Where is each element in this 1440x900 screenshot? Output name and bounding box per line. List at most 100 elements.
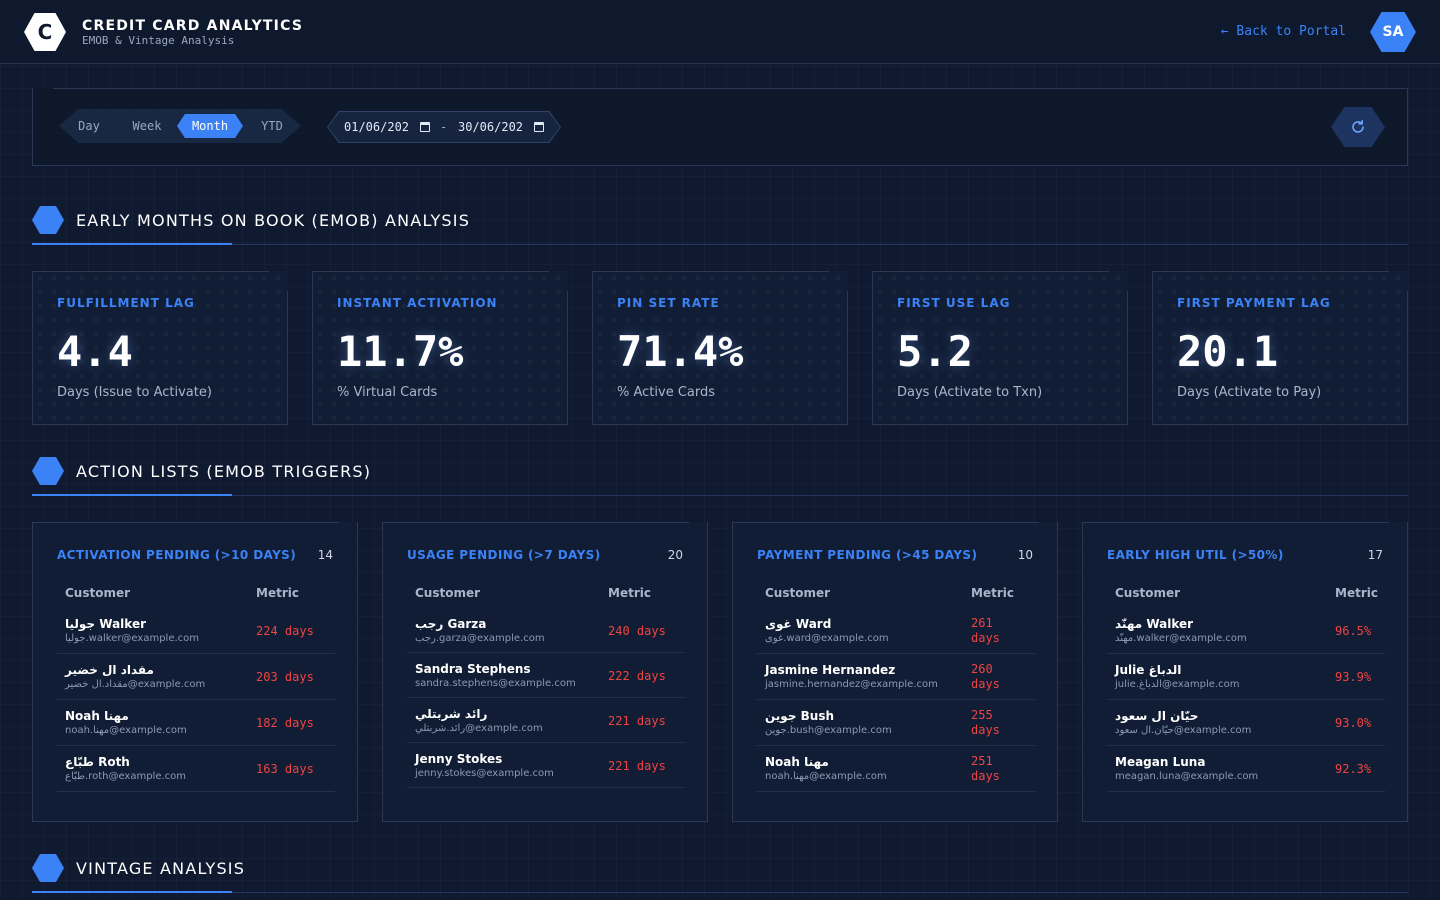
customer-name: Jasmine Hernandez — [765, 663, 896, 677]
kpi-value: 5.2 — [897, 327, 973, 376]
user-avatar[interactable]: SA — [1370, 12, 1416, 52]
table-row[interactable]: طبّاع Roth طبّاع.roth@example.com 163 da… — [57, 746, 335, 792]
range-tabs: Day Week Month YTD — [59, 109, 301, 143]
app-subtitle: EMOB & Vintage Analysis — [82, 34, 235, 47]
table-row[interactable]: Noah مهنا noah.مهنا@example.com 182 days — [57, 700, 335, 746]
vintage-section-header: VINTAGE ANALYSIS — [32, 854, 1408, 894]
kpi-card-first-use-lag: FIRST USE LAG 5.2 Days (Activate to Txn) — [872, 271, 1128, 425]
column-header-customer: Customer — [65, 586, 131, 600]
section-divider-accent — [32, 494, 232, 496]
table-row[interactable]: Noah مهنا noah.مهنا@example.com 251 days — [757, 746, 1035, 792]
kpi-value: 11.7% — [337, 327, 464, 376]
metric-value: 221 days — [608, 714, 666, 728]
metric-value: 92.3% — [1335, 762, 1372, 776]
kpi-value: 20.1 — [1177, 327, 1279, 376]
customer-email: غوى.ward@example.com — [765, 633, 889, 644]
kpi-subtitle: % Active Cards — [617, 385, 716, 400]
tab-ytd[interactable]: YTD — [261, 119, 283, 133]
metric-number: 261 — [971, 616, 993, 630]
table-row[interactable]: Meagan Luna meagan.luna@example.com 92.3… — [1107, 746, 1385, 792]
metric-number: 260 — [971, 662, 993, 676]
customer-email: مهنّد.walker@example.com — [1115, 633, 1247, 644]
customer-name: رائد شربتلي — [415, 707, 488, 721]
table-row[interactable]: غوى Ward غوى.ward@example.com 261 days — [757, 608, 1035, 654]
metric-number: 255 — [971, 708, 993, 722]
table-row[interactable]: Jenny Stokes jenny.stokes@example.com 22… — [407, 743, 685, 788]
list-title: ACTIVATION PENDING (>10 DAYS) — [57, 548, 297, 562]
refresh-button[interactable] — [1331, 107, 1385, 147]
table-row[interactable]: Sandra Stephens sandra.stephens@example.… — [407, 653, 685, 698]
list-title: PAYMENT PENDING (>45 DAYS) — [757, 548, 978, 562]
table-row[interactable]: Jasmine Hernandez jasmine.hernandez@exam… — [757, 654, 1035, 700]
metric-value: 251 days — [971, 754, 1000, 784]
customer-email: جوين.bush@example.com — [765, 725, 892, 736]
column-header-customer: Customer — [415, 586, 481, 600]
metric-value: 224 days — [256, 624, 314, 638]
table-row[interactable]: مهنّد Walker مهنّد.walker@example.com 96… — [1107, 608, 1385, 654]
list-count: 10 — [1017, 548, 1033, 562]
column-header-customer: Customer — [1115, 586, 1181, 600]
metric-value: 93.0% — [1335, 716, 1372, 730]
customer-name: Sandra Stephens — [415, 662, 531, 676]
kpi-value: 71.4% — [617, 327, 744, 376]
section-title: EARLY MONTHS ON BOOK (EMOB) ANALYSIS — [76, 211, 471, 230]
table-row[interactable]: حيّان ال سعود حيّان.ال سعود@example.com … — [1107, 700, 1385, 746]
date-separator: - — [440, 120, 448, 134]
kpi-card-fulfillment-lag: FULFILLMENT LAG 4.4 Days (Issue to Activ… — [32, 271, 288, 425]
metric-value: 222 days — [608, 669, 666, 683]
section-divider-accent — [32, 891, 232, 893]
tab-month[interactable]: Month — [177, 114, 243, 138]
kpi-subtitle: Days (Issue to Activate) — [57, 385, 212, 400]
metric-number: 251 — [971, 754, 993, 768]
metric-unit: days — [971, 631, 1000, 645]
calendar-icon[interactable] — [420, 122, 430, 132]
customer-email: طبّاع.roth@example.com — [65, 771, 187, 782]
metric-value: 221 days — [608, 759, 666, 773]
kpi-subtitle: Days (Activate to Pay) — [1177, 385, 1322, 400]
calendar-icon[interactable] — [534, 122, 544, 132]
table-row[interactable]: رائد شربتلي رائد.شربتلي@example.com 221 … — [407, 698, 685, 743]
metric-unit: days — [971, 723, 1000, 737]
emob-section-header: EARLY MONTHS ON BOOK (EMOB) ANALYSIS — [32, 206, 1408, 246]
section-divider — [32, 892, 1408, 893]
kpi-card-first-payment-lag: FIRST PAYMENT LAG 20.1 Days (Activate to… — [1152, 271, 1408, 425]
customer-name: رجب Garza — [415, 617, 487, 631]
column-header-customer: Customer — [765, 586, 831, 600]
kpi-card-pin-set-rate: PIN SET RATE 71.4% % Active Cards — [592, 271, 848, 425]
date-from-input[interactable]: 01/06/202 — [344, 120, 410, 134]
back-to-portal-link[interactable]: ← Back to Portal — [1220, 24, 1346, 39]
action-lists-section-header: ACTION LISTS (EMOB TRIGGERS) — [32, 457, 1408, 497]
column-header-metric: Metric — [971, 586, 1014, 600]
date-to-input[interactable]: 30/06/202 — [458, 120, 524, 134]
table-row[interactable]: جوين Bush جوين.bush@example.com 255 days — [757, 700, 1035, 746]
customer-email: noah.مهنا@example.com — [765, 771, 887, 782]
customer-name: حيّان ال سعود — [1115, 709, 1199, 723]
filter-bar: Day Week Month YTD 01/06/202 - 30/06/202 — [32, 88, 1408, 166]
table-row[interactable]: رجب Garza رجب.garza@example.com 240 days — [407, 608, 685, 653]
metric-value: 261 days — [971, 616, 1000, 646]
metric-value: 96.5% — [1335, 624, 1372, 638]
section-divider-accent — [32, 243, 232, 245]
metric-unit: days — [971, 769, 1000, 783]
refresh-icon — [1352, 120, 1364, 133]
tab-week[interactable]: Week — [132, 119, 162, 133]
tab-day[interactable]: Day — [78, 119, 100, 133]
hexagon-icon — [32, 206, 64, 234]
section-title: ACTION LISTS (EMOB TRIGGERS) — [76, 462, 372, 481]
metric-unit: days — [971, 677, 1000, 691]
kpi-subtitle: % Virtual Cards — [337, 385, 438, 400]
section-divider — [32, 495, 1408, 496]
list-count: 14 — [317, 548, 333, 562]
customer-name: جوين Bush — [765, 709, 835, 723]
date-range-picker: 01/06/202 - 30/06/202 — [328, 112, 560, 142]
metric-value: 260 days — [971, 662, 1000, 692]
customer-email: jenny.stokes@example.com — [415, 768, 554, 779]
table-row[interactable]: جوليا Walker جوليا.walker@example.com 22… — [57, 608, 335, 654]
kpi-label: FULFILLMENT LAG — [57, 296, 195, 310]
kpi-label: FIRST USE LAG — [897, 296, 1011, 310]
list-card-early-high-util: EARLY HIGH UTIL (>50%) 17 Customer Metri… — [1082, 522, 1408, 822]
kpi-subtitle: Days (Activate to Txn) — [897, 385, 1043, 400]
table-row[interactable]: Julie الدباغ julie.الدباغ@example.com 93… — [1107, 654, 1385, 700]
section-divider — [32, 244, 1408, 245]
table-row[interactable]: مقداد ال خضير مقداد.ال خضير@example.com … — [57, 654, 335, 700]
